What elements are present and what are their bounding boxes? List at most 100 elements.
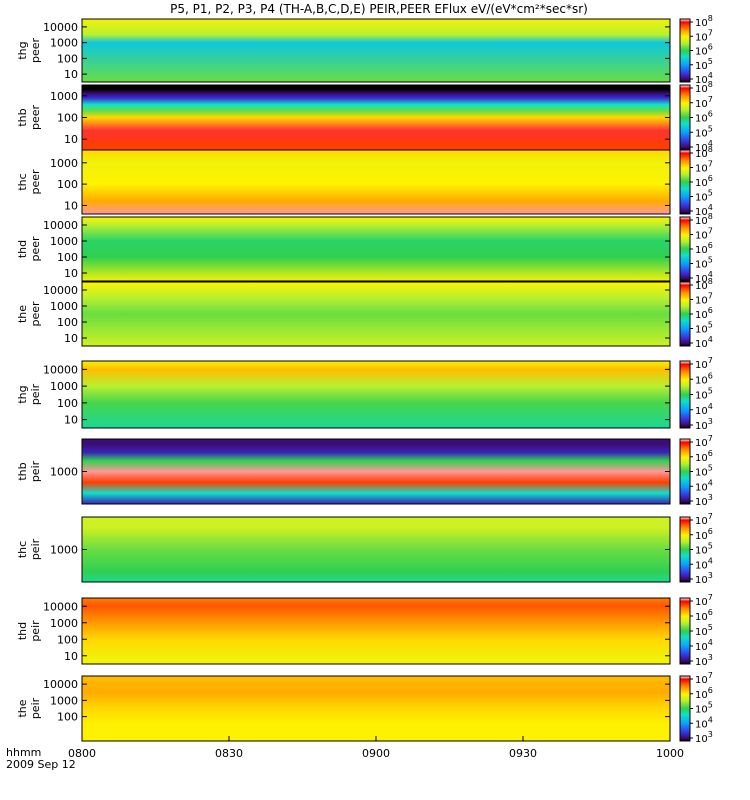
- colorbar: [679, 438, 691, 505]
- colorbar-tick-label: 104: [695, 638, 713, 653]
- y-tick-label: 10: [64, 414, 78, 427]
- spectrogram-thc-peer: [81, 149, 671, 215]
- y-tick-label: 100: [57, 112, 78, 125]
- colorbar-tick-label: 104: [695, 715, 713, 730]
- y-tick-label: 1000: [50, 466, 78, 479]
- y-tick-label: 1000: [50, 380, 78, 393]
- spectrogram-the-peer: [81, 281, 671, 347]
- colorbar-tick-label: 107: [695, 28, 713, 43]
- colorbar-tick-label: 105: [695, 189, 713, 204]
- y-tick-label: 100: [57, 52, 78, 65]
- colorbar: [679, 360, 691, 429]
- colorbar-tick-label: 104: [695, 270, 713, 285]
- y-tick-label: 10: [64, 199, 78, 212]
- panel-species-label: peer: [29, 301, 42, 327]
- colorbar-tick-label: 103: [695, 417, 713, 432]
- x-tick-label: 0800: [68, 747, 96, 760]
- y-tick-label: 100: [57, 633, 78, 646]
- colorbar-tick-label: 105: [695, 321, 713, 336]
- panel-species-label: peir: [29, 383, 42, 405]
- y-tick-label: 1000: [50, 617, 78, 630]
- panel-probe-label: thg: [16, 385, 29, 403]
- y-tick-label: 10: [64, 133, 78, 146]
- colorbar: [679, 149, 691, 215]
- panel-probe-label: thc: [16, 541, 29, 558]
- colorbar-tick-label: 106: [695, 174, 713, 189]
- colorbar-tick-label: 105: [695, 57, 713, 72]
- panel-species-label: peer: [29, 105, 42, 131]
- y-tick-label: 10: [64, 267, 78, 280]
- panel-species-label: peer: [29, 38, 42, 64]
- colorbar-tick-label: 108: [695, 277, 713, 292]
- colorbar-tick-label: 104: [695, 71, 713, 86]
- spectrogram-thb-peir: [81, 438, 671, 505]
- y-tick-label: 10000: [43, 600, 78, 613]
- y-tick-label: 10000: [43, 678, 78, 691]
- colorbar-tick-label: 107: [695, 160, 713, 175]
- x-axis: 0800 0830 0900 0930 1000: [68, 736, 684, 760]
- spectrogram-thd-peir: [81, 597, 671, 665]
- colorbar-tick-label: 106: [695, 306, 713, 321]
- y-tick-label: 100: [57, 178, 78, 191]
- panel-species-label: peer: [29, 236, 42, 262]
- panel-probe-label: thb: [16, 462, 29, 480]
- colorbar-tick-label: 106: [695, 43, 713, 58]
- y-tick-label: 10000: [43, 284, 78, 297]
- y-tick-label: 1000: [50, 544, 78, 557]
- panel-probe-label: thc: [16, 173, 29, 190]
- y-tick-label: 1000: [50, 300, 78, 313]
- colorbar-tick-label: 106: [695, 449, 713, 464]
- colorbar-tick-label: 105: [695, 701, 713, 716]
- x-tick-label: 0900: [362, 747, 390, 760]
- colorbar-tick-label: 108: [695, 80, 713, 95]
- panel-species-label: peer: [29, 169, 42, 195]
- panel-species-label: peir: [29, 460, 42, 482]
- y-tick-label: 1000: [50, 694, 78, 707]
- x-tick-label: 0830: [215, 747, 243, 760]
- colorbar-tick-label: 103: [695, 653, 713, 668]
- colorbar-tick-label: 105: [695, 124, 713, 139]
- figure-title: P5, P1, P2, P3, P4 (TH-A,B,C,D,E) PEIR,P…: [170, 2, 588, 16]
- colorbar-tick-label: 106: [695, 371, 713, 386]
- colorbar-tick-label: 106: [695, 241, 713, 256]
- spectrogram-thg-peir: [81, 360, 671, 429]
- colorbar-tick-label: 107: [695, 512, 713, 527]
- y-tick-label: 1000: [50, 157, 78, 170]
- y-tick-label: 1000: [50, 37, 78, 50]
- colorbar-tick-label: 104: [695, 478, 713, 493]
- y-tick-label: 10000: [43, 219, 78, 232]
- panel-species-label: peir: [29, 620, 42, 642]
- colorbar-tick-label: 104: [695, 203, 713, 218]
- colorbar-tick-label: 108: [695, 212, 713, 227]
- x-tick-label: 0930: [509, 747, 537, 760]
- colorbar-tick-label: 105: [695, 256, 713, 271]
- colorbar-tick-label: 107: [695, 292, 713, 307]
- colorbar-tick-label: 106: [695, 110, 713, 125]
- y-tick-label: 10: [64, 68, 78, 81]
- colorbar-tick-label: 107: [695, 671, 713, 686]
- panel-probe-label: thd: [16, 622, 29, 640]
- x-tick-label: 1000: [656, 747, 684, 760]
- colorbar: [679, 84, 691, 151]
- spectrogram-thb-peer: [81, 84, 671, 151]
- colorbar-tick-label: 107: [695, 593, 713, 608]
- colorbar: [679, 675, 691, 742]
- colorbar-tick-label: 107: [695, 95, 713, 110]
- colorbar-tick-label: 104: [695, 335, 713, 350]
- colorbar-tick-label: 105: [695, 623, 713, 638]
- panel-probe-label: the: [16, 305, 29, 323]
- colorbar: [679, 281, 691, 347]
- colorbar-tick-label: 107: [695, 356, 713, 371]
- date-label: 2009 Sep 12: [6, 758, 76, 771]
- panel-species-label: peir: [29, 697, 42, 719]
- colorbar-tick-label: 105: [695, 387, 713, 402]
- panel-probe-label: thd: [16, 240, 29, 258]
- x-axis-label: hhmm: [6, 746, 41, 759]
